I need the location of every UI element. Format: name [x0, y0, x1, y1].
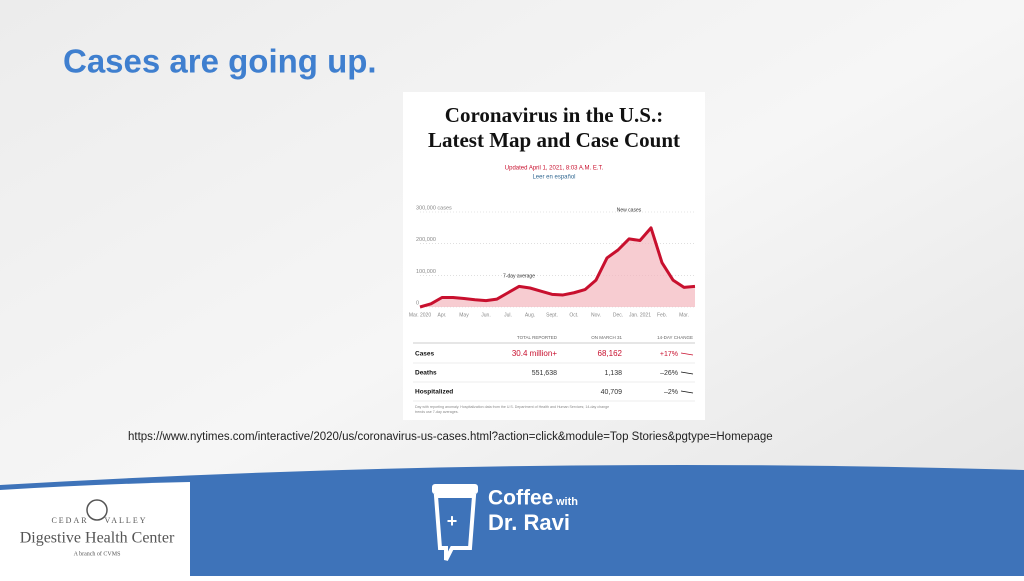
cell: 40,709 — [601, 389, 623, 396]
row-label: Hospitalized — [415, 389, 453, 396]
cell: 551,638 — [532, 370, 557, 377]
row-label: Deaths — [415, 370, 437, 377]
logo-text: CEDAR — [51, 516, 88, 525]
brand-name: Dr. Ravi — [488, 510, 570, 535]
cell: 1,138 — [604, 370, 622, 377]
source-url[interactable]: https://www.nytimes.com/interactive/2020… — [128, 431, 773, 443]
updated: Updated April 1, 2021, 8:03 A.M. E.T. — [505, 166, 604, 172]
logo-panel — [0, 482, 190, 576]
coffee-logo: + — [432, 484, 478, 561]
area — [420, 227, 695, 307]
x-tick-label: Nov. — [591, 312, 601, 318]
trend-arrow — [680, 390, 694, 394]
x-tick-label: Dec. — [613, 312, 623, 318]
footnote: Day with reporting anomaly. Hospitalizat… — [415, 405, 609, 409]
y-tick-label: 0 — [416, 300, 419, 306]
x-tick-label: Apr. — [438, 312, 447, 318]
x-tick-label: May — [459, 312, 469, 318]
table-header: TOTAL REPORTED — [517, 335, 558, 340]
cell: +17% — [660, 351, 678, 358]
table-header: 14-DAY CHANGE — [657, 335, 693, 340]
cross-icon: + — [447, 511, 458, 531]
slide-title: Cases are going up. — [63, 43, 377, 80]
cup-lid — [432, 484, 478, 494]
cell: 30.4 million+ — [512, 349, 557, 358]
table-header: ON MARCH 31 — [591, 335, 622, 340]
x-tick-label: Jan. 2021 — [629, 312, 651, 318]
cell: –26% — [660, 370, 678, 377]
x-tick-label: Aug. — [525, 312, 535, 318]
brand-coffee: Coffee — [488, 487, 553, 510]
y-tick-label: 200,000 — [416, 237, 436, 243]
x-tick-label: Sept. — [546, 312, 558, 318]
annotation: New cases — [617, 207, 642, 213]
cell: –2% — [664, 389, 678, 396]
spanish-link[interactable]: Leer en español — [532, 175, 575, 181]
row-label: Cases — [415, 351, 435, 358]
x-tick-label: Jun. — [481, 312, 490, 318]
footnote: trends use 7-day averages. — [415, 410, 459, 414]
trend-arrow — [680, 371, 694, 375]
y-tick-label: 100,000 — [416, 269, 436, 275]
logo-text: A branch of CVMS — [74, 550, 121, 557]
nyt-title: Coronavirus in the U.S.: — [445, 103, 663, 127]
x-tick-label: Jul. — [504, 312, 512, 318]
annotation: 7-day average — [503, 274, 535, 280]
x-tick-label: Feb. — [657, 312, 667, 318]
footer-band — [0, 465, 1024, 576]
line — [419, 226, 696, 309]
brand-with: with — [555, 496, 578, 508]
cup-icon — [433, 494, 477, 561]
trend-arrow — [680, 352, 694, 356]
x-tick-label: Mar. — [679, 312, 689, 318]
tree-icon — [86, 499, 108, 521]
x-tick-label: Oct. — [569, 312, 578, 318]
nyt-title: Latest Map and Case Count — [428, 128, 680, 152]
logo-text: Digestive Health Center — [20, 530, 175, 547]
cell: 68,162 — [598, 349, 623, 358]
logo-text: VALLEY — [105, 516, 148, 525]
y-tick-label: 300,000 cases — [416, 205, 452, 211]
x-tick-label: Mar. 2020 — [409, 312, 431, 318]
